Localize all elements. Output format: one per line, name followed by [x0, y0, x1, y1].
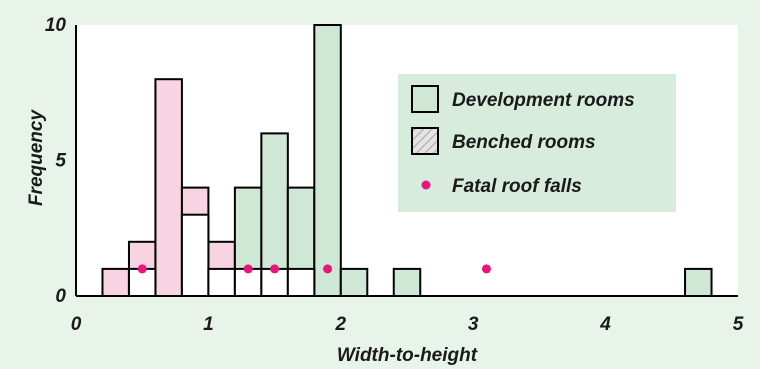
y-tick-label: 10 [45, 15, 67, 36]
pink-bar [154, 78, 183, 297]
x-tick-label: 1 [203, 314, 214, 335]
legend-label-development: Development rooms [452, 90, 635, 111]
legend-box [398, 74, 676, 212]
fatal-roof-falls-bar [207, 267, 236, 297]
fatal-bars-group [127, 213, 316, 297]
fatal-roof-fall-point [481, 264, 491, 274]
fatal-roof-fall-point [137, 264, 147, 274]
pink-bar [101, 267, 130, 297]
x-tick-labels: 0 1 2 3 4 5 [71, 314, 744, 335]
legend-label-benched: Benched rooms [452, 132, 596, 153]
development-bar [684, 267, 713, 297]
development-bar [313, 24, 342, 297]
legend-label-fatal: Fatal roof falls [452, 176, 582, 197]
x-tick-label: 0 [71, 314, 82, 335]
fatal-roof-falls-bar [180, 213, 210, 297]
y-tick-label: 0 [55, 286, 66, 307]
development-bar [392, 267, 422, 297]
y-tick-labels: 0 5 10 [45, 15, 67, 307]
y-axis-title: Frequency [26, 109, 47, 207]
fatal-roof-fall-point [243, 264, 253, 274]
fatal-roof-fall-point [270, 264, 280, 274]
x-axis-title: Width-to-height [337, 345, 478, 366]
development-bar [339, 267, 369, 297]
legend-dot-fatal [421, 180, 431, 190]
development-bars-group [233, 24, 713, 298]
fatal-points-group [137, 264, 491, 274]
y-tick-label: 5 [55, 151, 66, 172]
legend-swatch-benched [411, 127, 439, 155]
legend-swatch-development [411, 85, 439, 113]
fatal-roof-falls-bar [260, 267, 289, 297]
x-tick-label: 5 [733, 314, 744, 335]
legend: Development rooms Benched rooms Fatal ro… [398, 74, 676, 212]
fatal-roof-falls-bar [286, 267, 316, 297]
x-tick-label: 4 [599, 314, 611, 335]
fatal-roof-fall-point [323, 264, 333, 274]
x-tick-label: 3 [468, 314, 479, 335]
x-tick-label: 2 [335, 314, 347, 335]
